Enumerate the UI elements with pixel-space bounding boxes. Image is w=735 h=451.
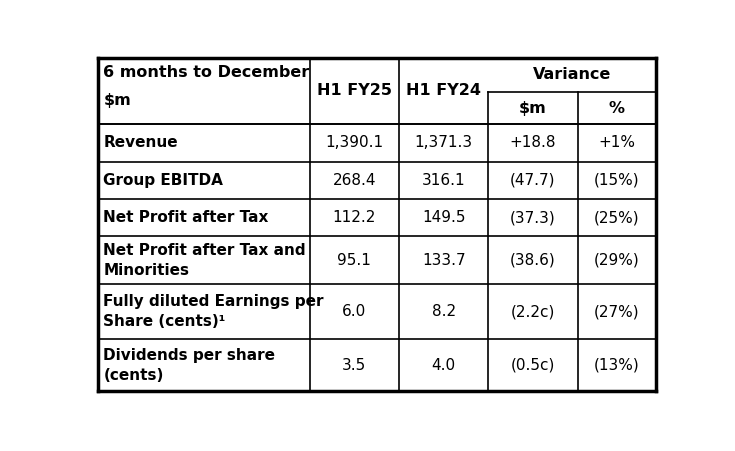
Text: +1%: +1%: [598, 135, 635, 151]
Text: Net Profit after Tax: Net Profit after Tax: [103, 210, 268, 225]
Text: 316.1: 316.1: [422, 173, 465, 188]
Text: Net Profit after Tax and
Minorities: Net Profit after Tax and Minorities: [103, 243, 306, 278]
Text: 149.5: 149.5: [422, 210, 465, 225]
Text: 8.2: 8.2: [431, 304, 456, 319]
Text: +18.8: +18.8: [510, 135, 556, 151]
Text: (15%): (15%): [594, 173, 639, 188]
Text: H1 FY24: H1 FY24: [406, 83, 481, 98]
Text: (27%): (27%): [594, 304, 639, 319]
Text: 1,371.3: 1,371.3: [415, 135, 473, 151]
Text: (0.5c): (0.5c): [511, 358, 555, 373]
Text: Fully diluted Earnings per
Share (cents)¹: Fully diluted Earnings per Share (cents)…: [103, 295, 323, 329]
Text: (29%): (29%): [594, 253, 639, 268]
Text: Group EBITDA: Group EBITDA: [103, 173, 223, 188]
Text: 6 months to December: 6 months to December: [103, 65, 309, 80]
Text: (25%): (25%): [594, 210, 639, 225]
Text: Dividends per share
(cents): Dividends per share (cents): [103, 348, 276, 382]
Text: $m: $m: [103, 93, 131, 108]
Text: H1 FY25: H1 FY25: [317, 83, 392, 98]
Text: 268.4: 268.4: [333, 173, 376, 188]
Text: (38.6): (38.6): [510, 253, 556, 268]
Text: (37.3): (37.3): [510, 210, 556, 225]
Text: (2.2c): (2.2c): [511, 304, 555, 319]
Text: %: %: [609, 101, 625, 116]
Text: 1,390.1: 1,390.1: [326, 135, 384, 151]
Text: Revenue: Revenue: [103, 135, 178, 151]
Text: 133.7: 133.7: [422, 253, 465, 268]
Text: 4.0: 4.0: [431, 358, 456, 373]
Text: 6.0: 6.0: [343, 304, 367, 319]
Text: 112.2: 112.2: [333, 210, 376, 225]
Text: (47.7): (47.7): [510, 173, 556, 188]
Text: (13%): (13%): [594, 358, 639, 373]
Text: $m: $m: [519, 101, 547, 116]
Text: 3.5: 3.5: [343, 358, 367, 373]
Text: 95.1: 95.1: [337, 253, 371, 268]
Text: Variance: Variance: [533, 68, 612, 83]
